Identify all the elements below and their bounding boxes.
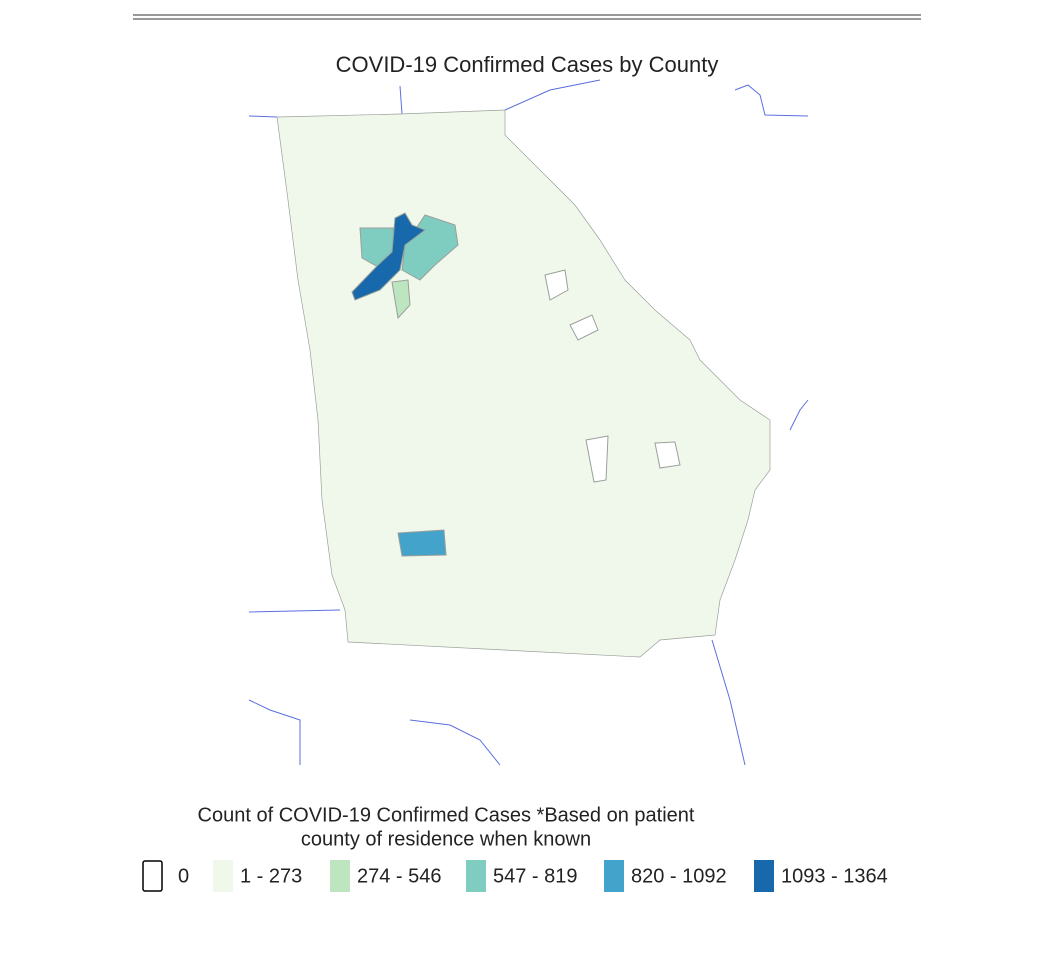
map-title: COVID-19 Confirmed Cases by County [336,52,719,77]
legend-title: county of residence when known [301,828,591,850]
legend-swatch [213,860,233,892]
legend-swatch [330,860,350,892]
legend-label: 1 - 273 [240,865,302,887]
legend-swatch [142,860,163,892]
legend-swatch [604,860,624,892]
legend-label: 820 - 1092 [631,865,727,887]
legend-swatch [754,860,774,892]
georgia [276,109,771,658]
county-1093-1364 [351,212,427,301]
legend-label: 1093 - 1364 [781,865,888,887]
legend-label: 547 - 819 [493,865,578,887]
legend-label: 0 [178,865,189,887]
county-820-1092 [397,529,447,557]
neighbor-border [248,79,809,766]
legend-title: Count of COVID-19 Confirmed Cases *Based… [198,804,695,826]
legend-label: 274 - 546 [357,865,442,887]
county-274-546 [391,279,411,320]
map [248,79,809,766]
legend-swatch [466,860,486,892]
county-zero [544,269,681,483]
